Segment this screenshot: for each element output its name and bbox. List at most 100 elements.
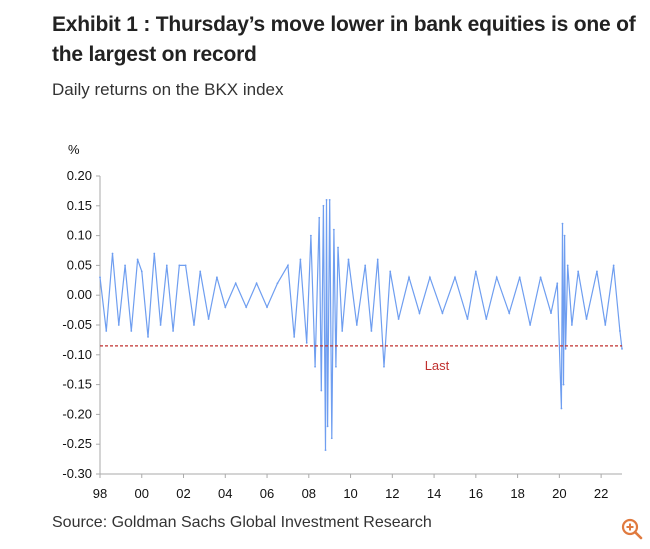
chart-plot: % 0.20 0.15 0.10 0.05 0.00 -0.05 -0.10 -0.15 -0.… xyxy=(62,142,623,501)
data-point xyxy=(159,324,162,326)
data-point xyxy=(255,282,258,285)
data-point xyxy=(364,264,367,267)
source-note: Source: Goldman Sachs Global Investment … xyxy=(52,514,432,531)
data-point xyxy=(341,330,344,332)
series-line xyxy=(99,199,623,451)
data-point xyxy=(337,246,339,249)
data-point xyxy=(474,270,477,273)
data-point xyxy=(305,341,308,344)
data-point xyxy=(560,407,563,410)
data-point xyxy=(577,270,580,273)
data-point xyxy=(322,204,325,207)
data-point xyxy=(130,330,133,332)
data-point xyxy=(147,336,149,338)
y-tick-label: -0.30 xyxy=(62,466,92,481)
data-point xyxy=(556,282,559,285)
data-point xyxy=(99,276,101,279)
data-point xyxy=(562,383,565,386)
y-tick-label: -0.25 xyxy=(62,436,92,451)
reference-line-group: Last xyxy=(100,345,622,373)
data-point xyxy=(326,425,329,428)
reference-line-label: Last xyxy=(425,358,450,373)
data-point xyxy=(495,276,498,279)
data-point xyxy=(234,282,237,285)
data-point xyxy=(184,264,187,267)
data-point xyxy=(539,276,542,279)
data-point xyxy=(287,264,289,267)
data-point xyxy=(355,324,358,326)
x-tick-label: 00 xyxy=(135,486,149,501)
data-point xyxy=(178,264,181,267)
data-point xyxy=(328,198,331,201)
y-tick-label: 0.05 xyxy=(67,257,92,272)
data-point xyxy=(193,324,195,326)
data-point xyxy=(245,306,248,309)
data-point xyxy=(117,324,120,326)
data-point xyxy=(566,264,569,267)
data-point xyxy=(485,318,488,320)
zoom-in-icon[interactable] xyxy=(620,517,644,541)
data-point xyxy=(454,276,456,279)
x-tick-label: 18 xyxy=(510,486,524,501)
data-point xyxy=(621,347,623,350)
data-point xyxy=(266,306,268,309)
data-point xyxy=(111,252,114,255)
data-point xyxy=(563,234,566,237)
data-point xyxy=(596,270,598,273)
x-tick-label: 16 xyxy=(469,486,483,501)
data-point xyxy=(408,276,410,279)
data-point xyxy=(293,336,296,338)
data-point xyxy=(561,222,564,225)
y-tick-label: 0.10 xyxy=(67,228,92,243)
x-tick-label: 98 xyxy=(93,486,107,501)
data-point xyxy=(383,365,385,368)
series-group xyxy=(99,198,623,452)
data-point xyxy=(136,258,139,261)
data-point xyxy=(124,264,126,267)
y-tick-label: -0.20 xyxy=(62,406,92,421)
data-point xyxy=(604,324,607,326)
data-point xyxy=(320,389,323,392)
y-tick-label: 0.20 xyxy=(67,168,92,183)
data-point xyxy=(466,318,469,320)
x-tick-label: 10 xyxy=(343,486,357,501)
data-point xyxy=(429,276,431,279)
data-point xyxy=(418,312,421,314)
data-point xyxy=(585,318,588,320)
data-point xyxy=(508,312,511,314)
x-tick-label: 06 xyxy=(260,486,274,501)
data-point xyxy=(207,318,210,320)
x-tick-label: 08 xyxy=(302,486,316,501)
data-point xyxy=(570,324,573,326)
data-point xyxy=(318,216,321,219)
data-point xyxy=(441,312,444,314)
data-point xyxy=(347,258,350,261)
y-tick-label: -0.10 xyxy=(62,347,92,362)
y-axis-label: % xyxy=(68,142,80,157)
chart-title: Exhibit 1 : Thursday’s move lower in ban… xyxy=(52,13,636,66)
data-point xyxy=(153,252,156,255)
data-point xyxy=(140,270,143,273)
data-point xyxy=(619,330,621,332)
data-point xyxy=(389,270,392,273)
data-point xyxy=(314,365,316,368)
data-point xyxy=(165,264,168,267)
data-point xyxy=(518,276,521,279)
data-point xyxy=(105,330,108,332)
x-tick-label: 22 xyxy=(594,486,608,501)
axes: 0.20 0.15 0.10 0.05 0.00 -0.05 -0.10 -0.15 -0.20… xyxy=(62,168,622,501)
data-point xyxy=(376,258,379,261)
y-tick-label: 0.15 xyxy=(67,198,92,213)
data-point xyxy=(309,234,312,237)
data-point xyxy=(216,276,218,279)
y-tick-label: 0.00 xyxy=(67,287,92,302)
data-point xyxy=(324,449,327,452)
data-point xyxy=(397,318,400,320)
data-point xyxy=(332,228,335,231)
data-point xyxy=(370,330,373,332)
data-point xyxy=(335,365,337,368)
x-tick-label: 14 xyxy=(427,486,441,501)
x-tick-label: 20 xyxy=(552,486,566,501)
data-point xyxy=(330,437,333,440)
data-point xyxy=(529,324,532,326)
